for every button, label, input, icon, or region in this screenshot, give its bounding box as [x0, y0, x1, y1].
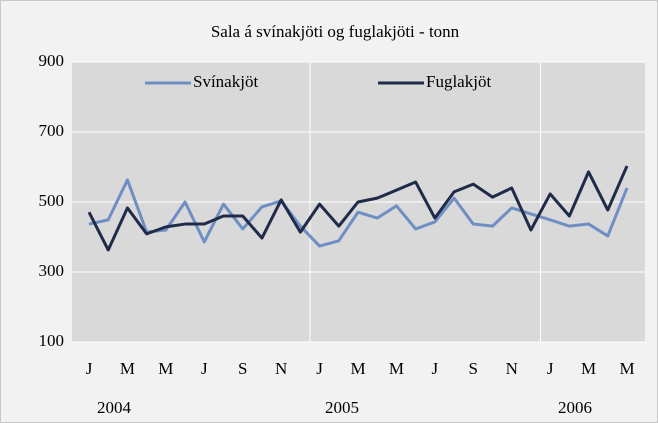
chart-title: Sala á svínakjöti og fuglakjöti - tonn [211, 22, 460, 41]
x-tick-label: N [506, 359, 518, 378]
x-tick-label: J [201, 359, 208, 378]
year-label: 2005 [325, 398, 359, 417]
y-tick-label: 100 [39, 331, 65, 350]
x-tick-label: J [316, 359, 323, 378]
x-tick-label: J [547, 359, 554, 378]
y-tick-label: 300 [39, 261, 65, 280]
y-tick-label: 700 [39, 121, 65, 140]
x-tick-label: J [86, 359, 93, 378]
y-tick-label: 500 [39, 191, 65, 210]
x-tick-label: M [120, 359, 135, 378]
x-tick-label: S [469, 359, 478, 378]
year-label: 2004 [97, 398, 132, 417]
y-tick-label: 900 [39, 51, 65, 70]
legend-label: Fuglakjöt [426, 72, 491, 91]
x-tick-label: J [432, 359, 439, 378]
x-tick-label: M [581, 359, 596, 378]
x-tick-label: M [389, 359, 404, 378]
x-tick-label: M [350, 359, 365, 378]
x-tick-label: M [158, 359, 173, 378]
year-label: 2006 [558, 398, 592, 417]
x-tick-label: S [238, 359, 247, 378]
x-tick-label: N [275, 359, 287, 378]
x-tick-label: M [619, 359, 634, 378]
legend-label: Svínakjöt [193, 72, 258, 91]
series-line [87, 165, 629, 252]
